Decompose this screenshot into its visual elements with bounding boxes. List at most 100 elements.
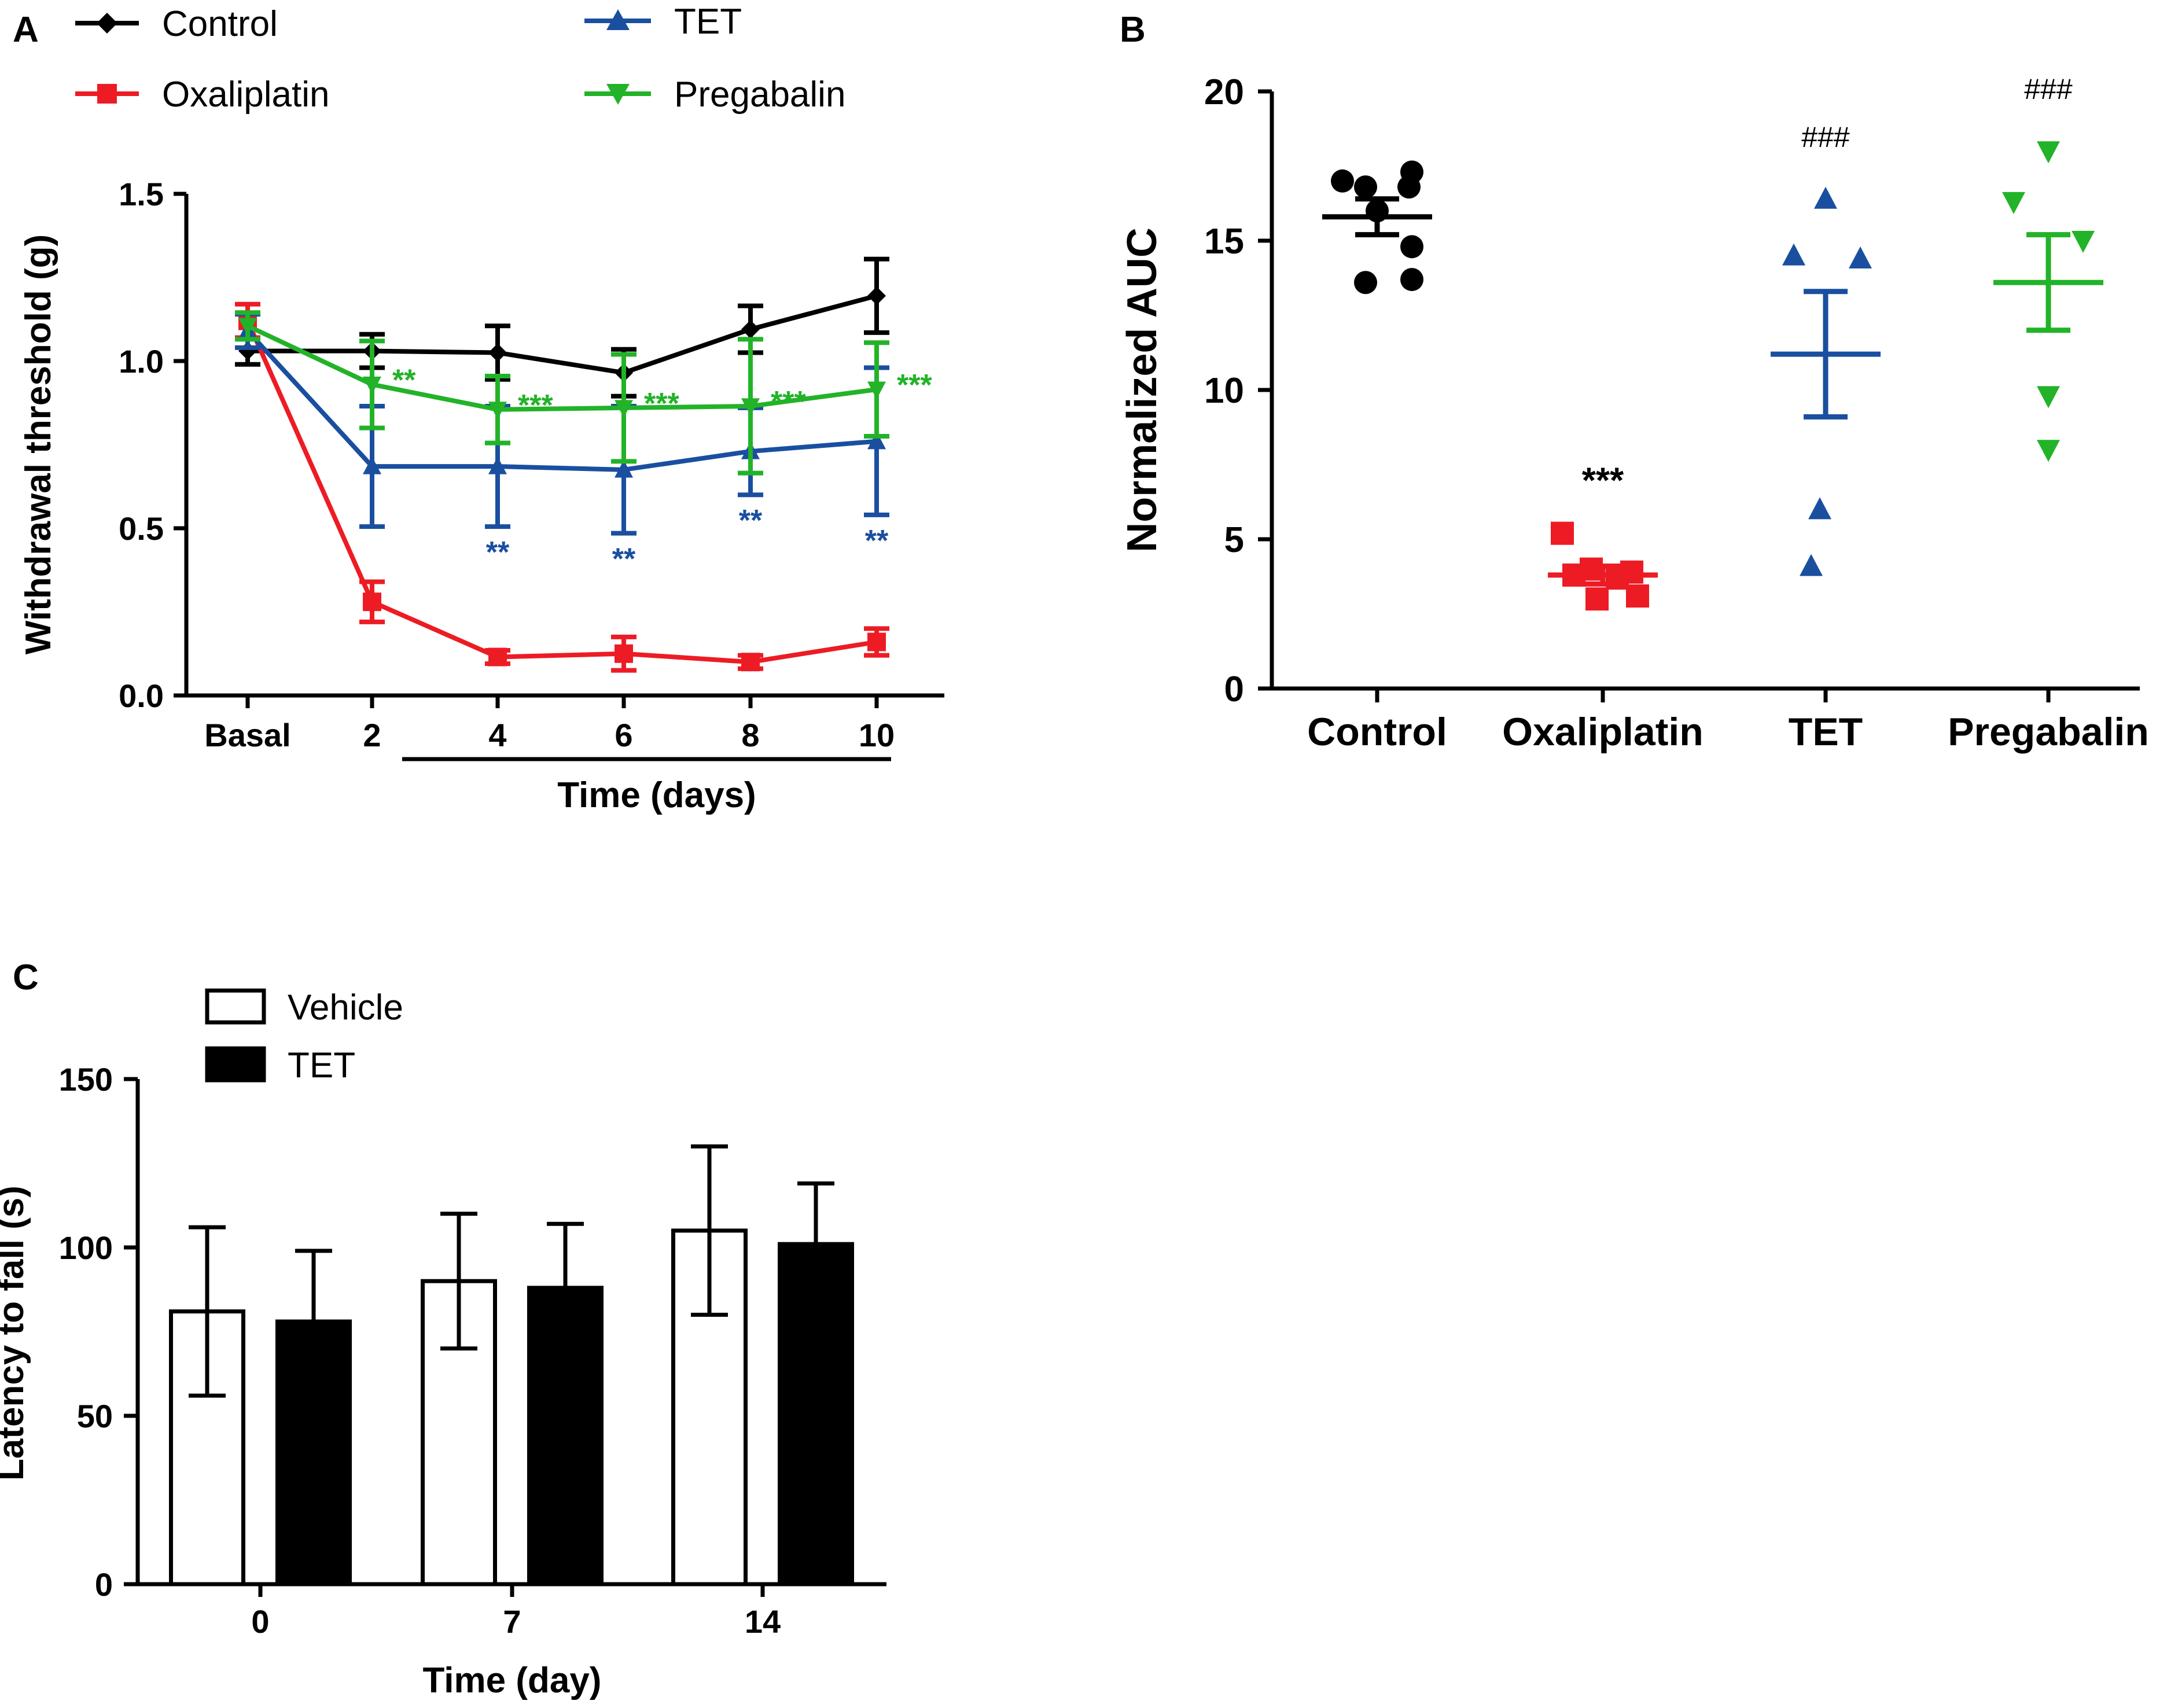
bar-tet	[275, 1319, 352, 1586]
data-point-control	[1354, 271, 1377, 295]
data-point-oxaliplatin	[1551, 521, 1574, 545]
significance-mark: **	[486, 536, 510, 569]
y-tick-label: 100	[59, 1230, 113, 1266]
data-point-pregabalin	[867, 381, 886, 399]
y-tick-label: 150	[59, 1061, 113, 1098]
y-tick-label: 0	[1224, 669, 1244, 709]
data-point-control	[1397, 175, 1421, 199]
data-point-oxaliplatin	[615, 644, 633, 663]
x-tick-label: 8	[741, 717, 759, 753]
legend-item-tet-bar: TET	[205, 1046, 355, 1085]
data-point-tet	[615, 460, 633, 478]
panel-a-label: A	[13, 10, 39, 50]
data-point-pregabalin	[2072, 231, 2095, 253]
y-tick-label: 0	[95, 1566, 113, 1603]
data-point-pregabalin	[2037, 386, 2060, 408]
panel-c-x-axis-title: Time (day)	[423, 1661, 602, 1700]
data-point-tet	[1808, 497, 1831, 520]
panel-a-y-ticks: 0.0 0.5 1.0 1.5	[119, 176, 186, 714]
x-tick-label: 6	[615, 717, 632, 753]
x-tick-label: 4	[488, 717, 506, 753]
data-point-oxaliplatin	[867, 632, 886, 651]
x-tick-label: TET	[1789, 710, 1863, 754]
y-tick-label: 1.5	[119, 176, 164, 212]
open-box-icon	[205, 988, 266, 1025]
panel-c-y-axis-title: Latency to fall (s)	[0, 1186, 31, 1481]
panel-a-y-axis-title: Withdrawal threshold (g)	[19, 234, 58, 654]
panel-c-legend: Vehicle TET	[205, 988, 403, 1085]
panel-c-y-ticks: 0 50 100 150	[59, 1061, 138, 1603]
legend-item-oxaliplatin: Oxaliplatin	[75, 75, 329, 115]
bar-tet	[778, 1242, 854, 1586]
legend-label-pregabalin: Pregabalin	[674, 75, 845, 115]
significance-mark: ***	[897, 369, 932, 402]
legend-item-tet: TET	[584, 2, 742, 42]
data-point-oxaliplatin	[1626, 584, 1649, 608]
data-point-pregabalin	[615, 400, 633, 418]
significance-mark: ***	[771, 385, 806, 419]
y-tick-label: 10	[1204, 371, 1244, 411]
bar-group	[169, 1225, 245, 1586]
data-point-pregabalin	[363, 376, 381, 395]
data-point-control	[1331, 169, 1354, 193]
bar-group	[671, 1144, 748, 1586]
significance-mark: **	[392, 363, 416, 397]
data-point-control	[1354, 175, 1377, 199]
legend-label-tet-bar: TET	[288, 1046, 355, 1085]
group-control	[1322, 160, 1432, 295]
data-point-oxaliplatin	[488, 647, 507, 667]
panel-b-y-ticks: 0 5 10 15 20	[1204, 72, 1272, 709]
bar-group	[527, 1221, 604, 1586]
series-line-pregabalin	[246, 323, 877, 412]
panel-b: B 0 5 10 15 20 Control Oxaliplatin TET Pregabal…	[1119, 10, 2149, 754]
significance-mark: **	[865, 524, 889, 558]
panel-a-annotations: ***** *** *** ***** ******	[392, 363, 932, 576]
bar-vehicle	[421, 1279, 497, 1586]
series-line-control	[248, 293, 878, 376]
data-point-pregabalin	[2037, 141, 2060, 164]
diamond-marker-icon	[97, 13, 117, 34]
significance-mark: ***	[1582, 461, 1624, 501]
x-tick-label: 10	[859, 717, 895, 753]
bar-group	[778, 1181, 854, 1586]
data-point-pregabalin	[238, 318, 257, 336]
panel-a-series	[235, 256, 889, 673]
triangle-down-marker-icon	[606, 84, 630, 105]
significance-mark: ***	[518, 389, 553, 422]
group-oxaliplatin: ***	[1548, 461, 1658, 611]
significance-mark: ###	[2024, 73, 2073, 105]
series-line-tet	[246, 329, 877, 472]
data-point-tet	[363, 457, 381, 474]
data-point-tet	[1782, 243, 1805, 266]
legend-label-vehicle: Vehicle	[288, 988, 403, 1028]
series-pregabalin	[235, 310, 889, 476]
significance-mark: ***	[644, 387, 679, 421]
panel-b-y-axis-title: Normalized AUC	[1119, 227, 1165, 552]
panel-c-bars	[169, 1144, 854, 1586]
significance-mark: **	[739, 504, 763, 538]
data-point-pregabalin	[488, 402, 507, 419]
legend-item-control: Control	[75, 4, 278, 44]
data-point-pregabalin	[2037, 440, 2060, 462]
data-point-tet	[1849, 246, 1872, 268]
x-tick-label: 2	[363, 717, 381, 753]
panel-a: A Control Oxaliplatin TET Pregabalin	[13, 2, 944, 815]
panel-b-label: B	[1120, 10, 1146, 50]
panel-c: C Vehicle TET 0 50 100 150 0 7 14 Latency to …	[0, 958, 886, 1700]
legend-label-oxaliplatin: Oxaliplatin	[162, 75, 329, 115]
group-pregabalin: ###	[1993, 73, 2103, 462]
data-point-tet	[1814, 186, 1837, 209]
data-point-oxaliplatin	[1585, 587, 1609, 611]
x-tick-label: Pregabalin	[1948, 710, 2149, 754]
series-control	[235, 256, 889, 399]
data-point-control	[1400, 235, 1423, 259]
series-line-oxaliplatin	[245, 320, 877, 665]
x-tick-label: Oxaliplatin	[1502, 710, 1704, 754]
square-marker-icon	[97, 84, 117, 104]
data-point-pregabalin	[741, 398, 760, 416]
bar-group	[421, 1212, 497, 1586]
data-point-control	[488, 343, 507, 362]
data-point-pregabalin	[2002, 192, 2025, 214]
panel-c-label: C	[13, 958, 39, 997]
